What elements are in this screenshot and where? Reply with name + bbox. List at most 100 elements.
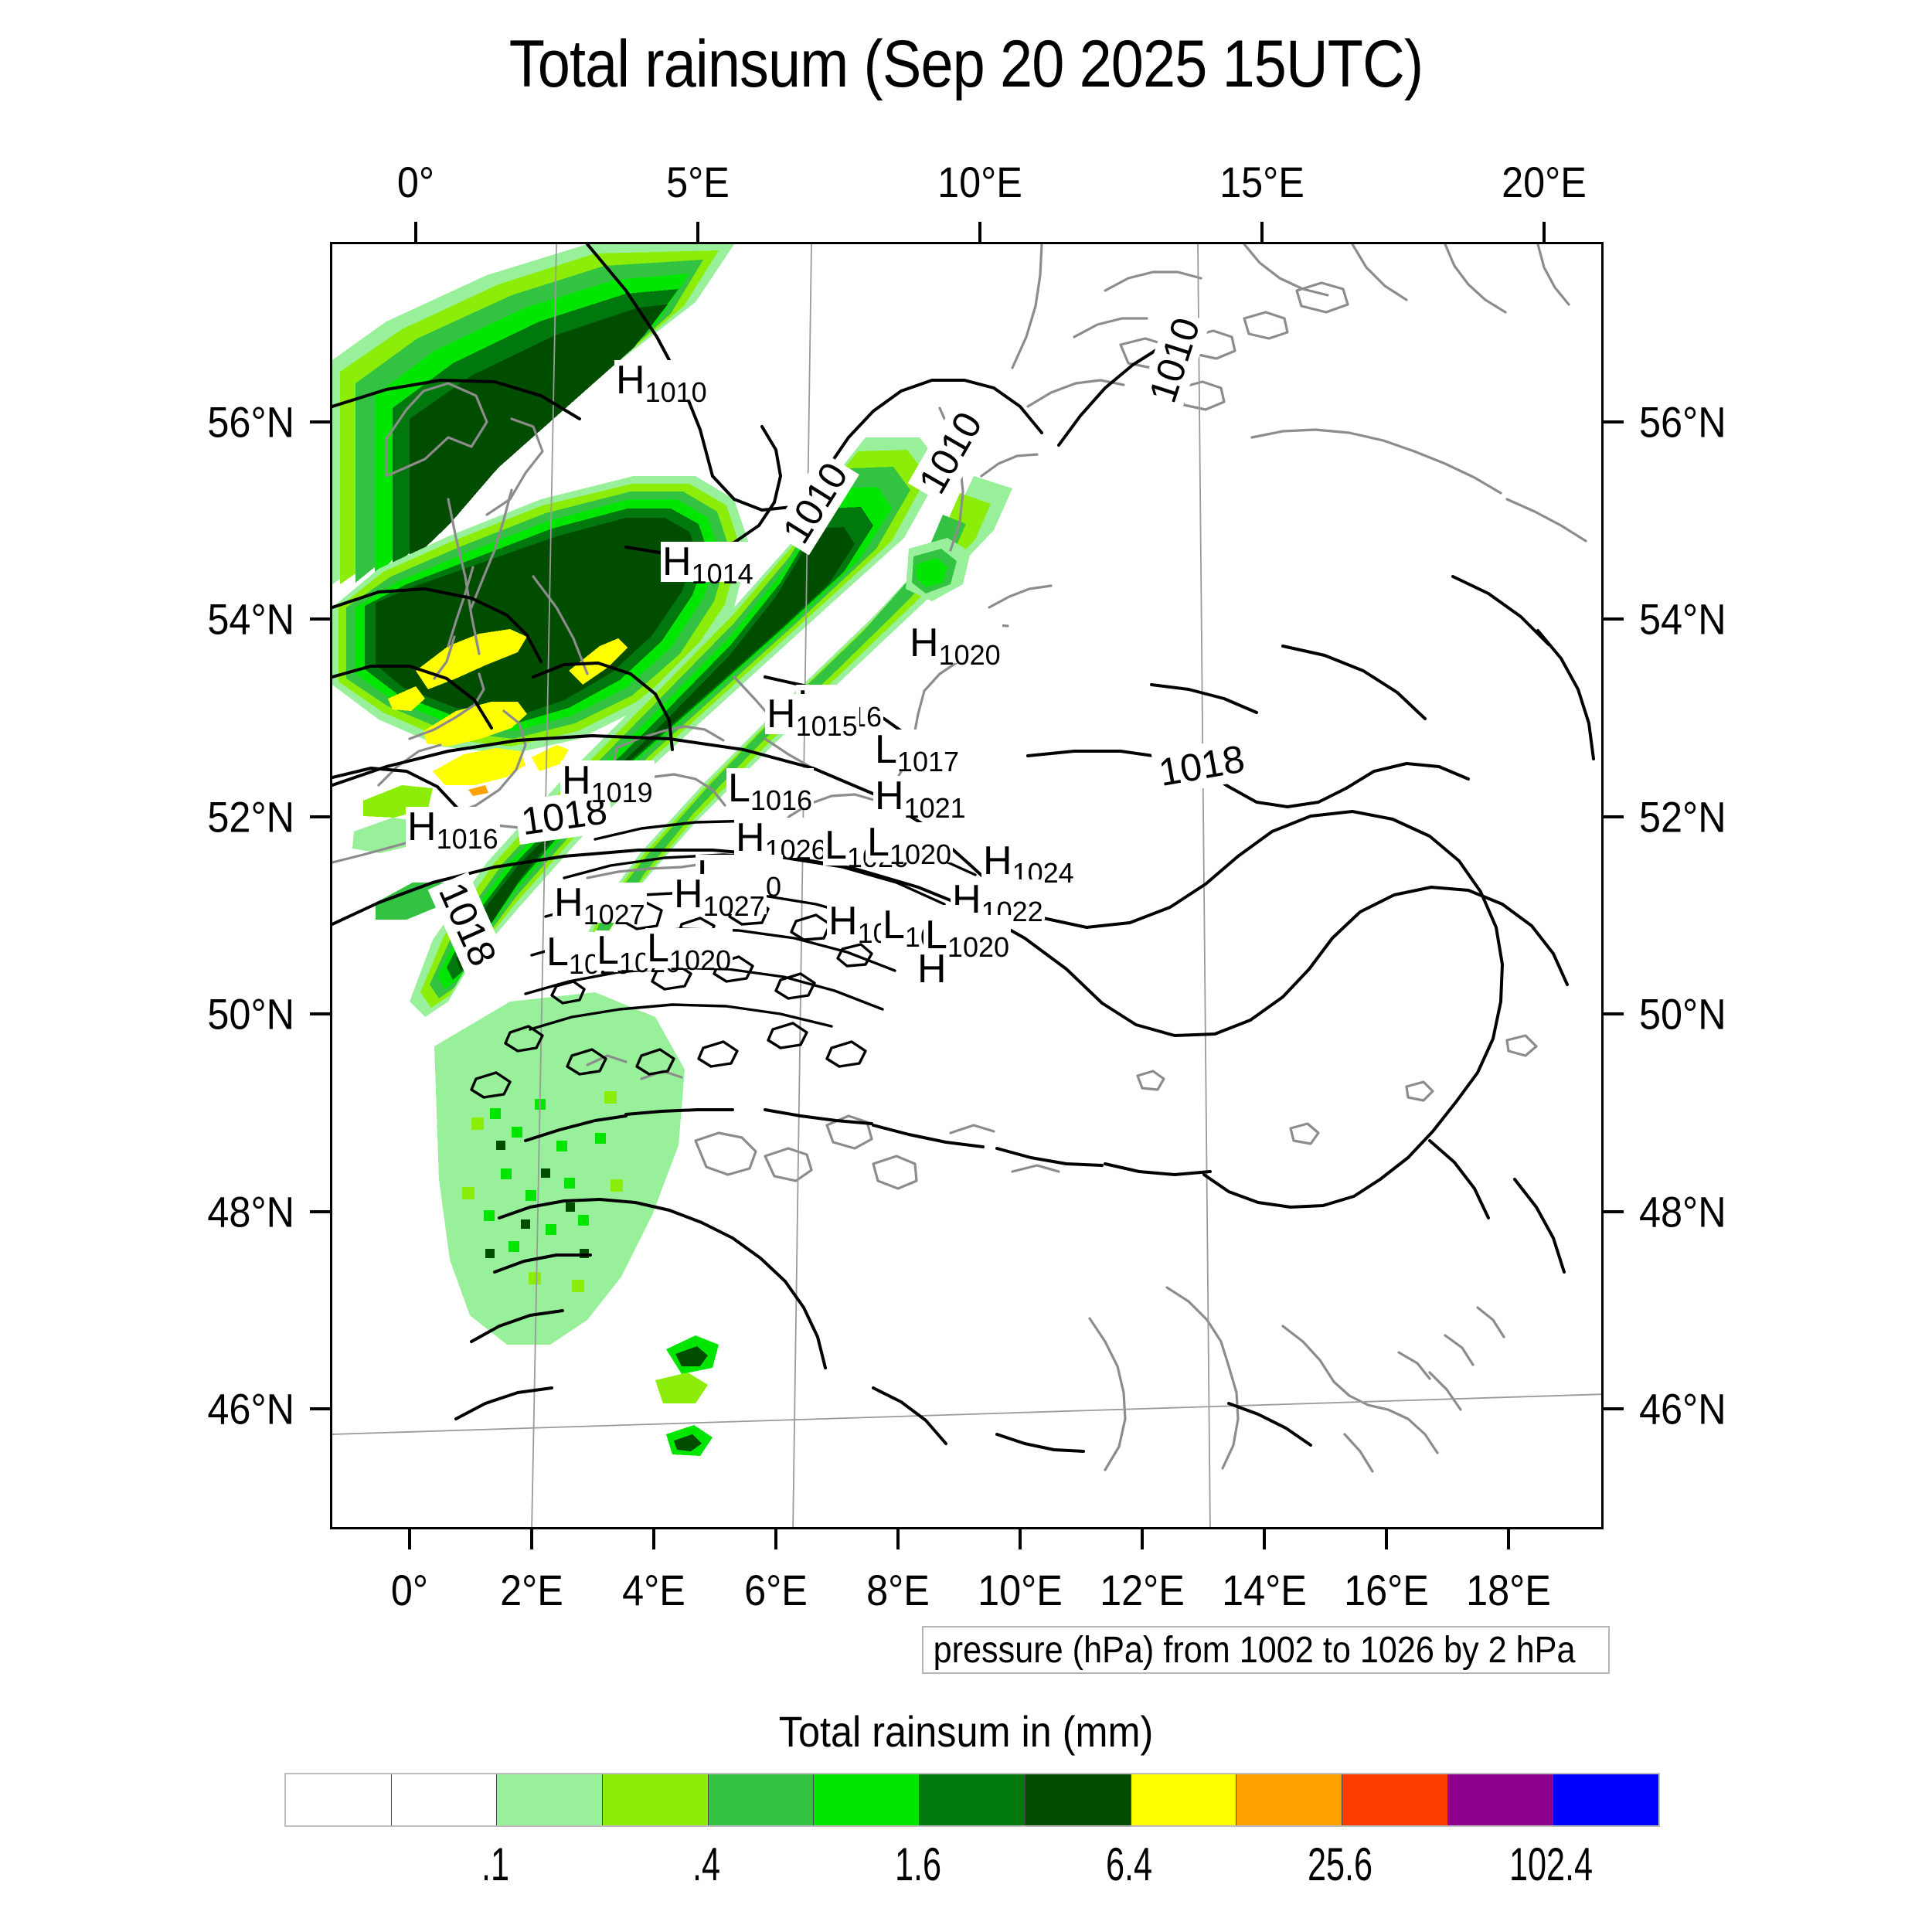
coastlines: [332, 244, 1587, 1473]
pressure-center-value: 1014: [691, 558, 753, 590]
graticule: [332, 244, 1601, 1527]
axis-label-right: 48°N: [1639, 1187, 1726, 1236]
high-pressure-label: H1019: [560, 758, 655, 807]
axis-label-top: 5°E: [666, 158, 730, 206]
pressure-center-type: H: [736, 815, 765, 860]
axis-label-right: 54°N: [1639, 594, 1726, 644]
axis-label-right: 56°N: [1639, 397, 1726, 447]
axis-label-right: 52°N: [1639, 792, 1726, 842]
axis-tick-left: [310, 617, 330, 621]
axis-tick-left: [310, 1407, 330, 1411]
pressure-center-type: H: [407, 804, 437, 849]
axis-tick-top: [696, 222, 700, 242]
pressure-center-type: H: [767, 692, 796, 736]
axis-tick-top: [978, 222, 982, 242]
pressure-center-type: L: [647, 926, 669, 971]
colorbar-cell[interactable]: [1025, 1774, 1131, 1825]
high-pressure-label: H1020: [908, 623, 1002, 669]
axis-tick-right: [1604, 1407, 1624, 1411]
high-pressure-label: H1015: [765, 692, 859, 740]
pressure-center-type: H: [875, 774, 904, 818]
colorbar-cell[interactable]: [603, 1774, 709, 1825]
colorbar-cell[interactable]: [1236, 1774, 1342, 1825]
colorbar-cell[interactable]: [708, 1774, 815, 1825]
page-title: Total rainsum (Sep 20 2025 15UTC): [509, 27, 1423, 101]
colorbar-cell[interactable]: [1447, 1774, 1554, 1825]
pressure-center-type: L: [883, 903, 905, 947]
pressure-legend-text: pressure (hPa) from 1002 to 1026 by 2 hP…: [933, 1629, 1576, 1671]
high-pressure-label: H1010: [614, 360, 709, 406]
colorbar-cell[interactable]: [286, 1774, 392, 1825]
pressure-center-value: 1015: [795, 710, 858, 742]
map-plot-area[interactable]: 1010 1010 1010 1018 1018 1018 L1001H1010…: [330, 242, 1604, 1529]
low-pressure-label: L1020: [866, 820, 954, 869]
pressure-center-value: 1019: [590, 777, 653, 808]
low-pressure-label: L1016: [726, 768, 815, 815]
high-pressure-label: H1027: [553, 880, 647, 929]
axis-label-bottom: 8°E: [866, 1566, 930, 1614]
colorbar-tick-label: 1.6: [894, 1838, 941, 1890]
pressure-center-type: L: [867, 820, 889, 865]
axis-label-top: 20°E: [1502, 158, 1587, 206]
axis-tick-left: [310, 1209, 330, 1213]
pressure-legend-box: pressure (hPa) from 1002 to 1026 by 2 hP…: [922, 1626, 1610, 1674]
axis-tick-right: [1604, 1012, 1624, 1016]
high-pressure-label: H1024: [981, 841, 1076, 887]
high-pressure-label: H1014: [661, 542, 755, 588]
axis-tick-bottom: [651, 1529, 655, 1549]
colorbar[interactable]: [284, 1773, 1660, 1827]
colorbar-tick-label: .1: [481, 1838, 510, 1890]
axis-label-right: 46°N: [1639, 1384, 1726, 1434]
colorbar-cell[interactable]: [1553, 1774, 1658, 1825]
pressure-center-value: 1016: [750, 784, 813, 816]
axis-tick-left: [310, 815, 330, 818]
axis-tick-top: [1543, 222, 1546, 242]
pressure-center-type: H: [554, 880, 583, 925]
axis-label-left: 50°N: [207, 989, 294, 1039]
axis-label-bottom: 2°E: [499, 1566, 563, 1614]
pressure-center-type: L: [925, 913, 947, 957]
high-pressure-label: H1016: [406, 804, 500, 853]
colorbar-tick-label: 25.6: [1308, 1838, 1373, 1890]
axis-tick-bottom: [529, 1529, 533, 1549]
colorbar-cell[interactable]: [497, 1774, 604, 1825]
pressure-center-type: L: [597, 928, 619, 973]
colorbar-tick-label: 6.4: [1105, 1838, 1152, 1890]
pressure-center-value: 1017: [896, 746, 960, 777]
axis-label-left: 48°N: [207, 1187, 294, 1236]
axis-tick-right: [1604, 420, 1624, 423]
axis-tick-bottom: [1385, 1529, 1389, 1549]
map-canvas: 1010 1010 1010 1018 1018 1018 L1001H1010…: [332, 244, 1601, 1527]
map-graphics: [332, 244, 1601, 1527]
axis-tick-top: [1260, 222, 1264, 242]
axis-label-top: 15°E: [1219, 158, 1305, 206]
axis-tick-right: [1604, 617, 1624, 621]
axis-tick-bottom: [1507, 1529, 1511, 1549]
colorbar-tick-label: 102.4: [1509, 1838, 1594, 1890]
colorbar-tick-labels: .1 .4 1.6 6.4 25.6 102.4: [284, 1838, 1657, 1907]
pressure-center-value: 1027: [583, 899, 645, 930]
high-pressure-label: H1027: [672, 872, 767, 920]
axis-label-bottom: 6°E: [744, 1566, 808, 1614]
pressure-center-type: H: [828, 899, 858, 944]
axis-tick-left: [310, 1012, 330, 1016]
axis-label-left: 46°N: [207, 1384, 294, 1434]
axis-label-top: 10°E: [937, 158, 1023, 206]
axis-label-left: 54°N: [207, 594, 294, 644]
colorbar-cell[interactable]: [920, 1774, 1026, 1825]
axis-label-bottom: 16°E: [1344, 1566, 1430, 1614]
high-pressure-label: H1021: [873, 774, 968, 822]
axis-label-bottom: 10°E: [978, 1566, 1063, 1614]
axis-tick-bottom: [407, 1529, 411, 1549]
colorbar-cell[interactable]: [1131, 1774, 1237, 1825]
pressure-center-value: 1027: [702, 890, 765, 922]
colorbar-cell[interactable]: [814, 1774, 920, 1825]
axis-tick-top: [413, 222, 417, 242]
colorbar-cell[interactable]: [391, 1774, 498, 1825]
pressure-center-type: H: [674, 872, 703, 917]
pressure-center-type: L: [546, 930, 569, 975]
colorbar-cell[interactable]: [1342, 1774, 1448, 1825]
pressure-center-type: H: [562, 758, 591, 803]
pressure-center-value: 1020: [889, 838, 952, 870]
pressure-center-type: L: [875, 727, 897, 772]
